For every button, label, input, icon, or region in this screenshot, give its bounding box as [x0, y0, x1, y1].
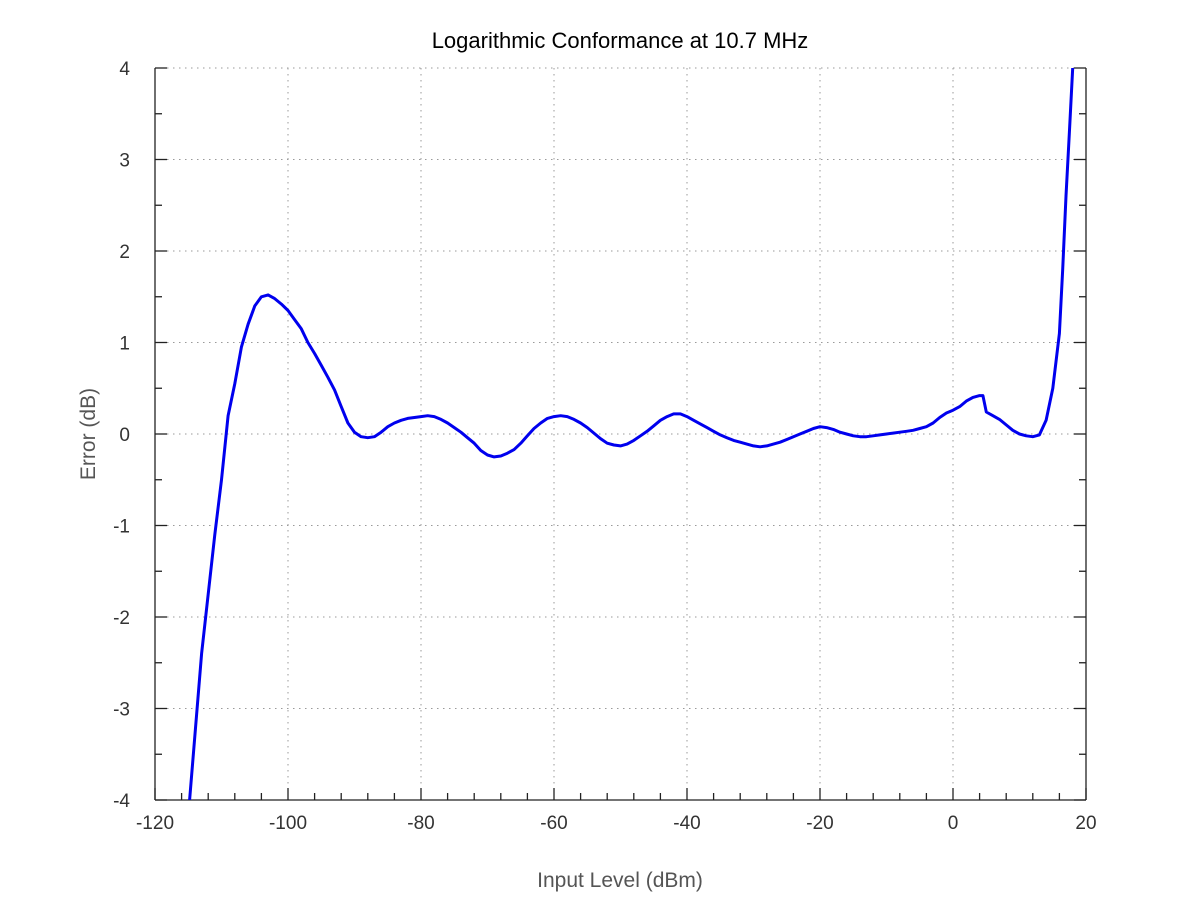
x-tick-label: 0 — [948, 813, 959, 834]
series-layer — [188, 68, 1075, 800]
x-tick-label: -100 — [269, 813, 307, 834]
x-tick-label: -60 — [540, 813, 567, 834]
x-tick-label: -120 — [136, 813, 174, 834]
y-tick-label: 0 — [119, 425, 130, 446]
y-tick-label: 2 — [119, 242, 130, 263]
series-line-0 — [188, 68, 1075, 800]
x-axis-label: Input Level (dBm) — [537, 869, 703, 892]
ticks: -120 -100 -80 -60 -40 -20 0 20 -4 -3 -2 -1 0 1 2 3 4 — [113, 59, 1096, 834]
y-tick-label: 3 — [119, 151, 130, 172]
x-tick-label: 20 — [1075, 813, 1096, 834]
x-tick-label: -40 — [673, 813, 700, 834]
y-tick-label: -2 — [113, 608, 130, 629]
chart-title: Logarithmic Conformance at 10.7 MHz — [432, 28, 809, 53]
y-tick-label: -1 — [113, 517, 130, 538]
y-axis-label: Error (dB) — [77, 388, 100, 480]
y-tick-label: 1 — [119, 334, 130, 355]
y-tick-label: 4 — [119, 59, 130, 80]
x-tick-label: -20 — [806, 813, 833, 834]
x-tick-label: -80 — [407, 813, 434, 834]
y-tick-label: -3 — [113, 700, 130, 721]
y-tick-label: -4 — [113, 791, 130, 812]
